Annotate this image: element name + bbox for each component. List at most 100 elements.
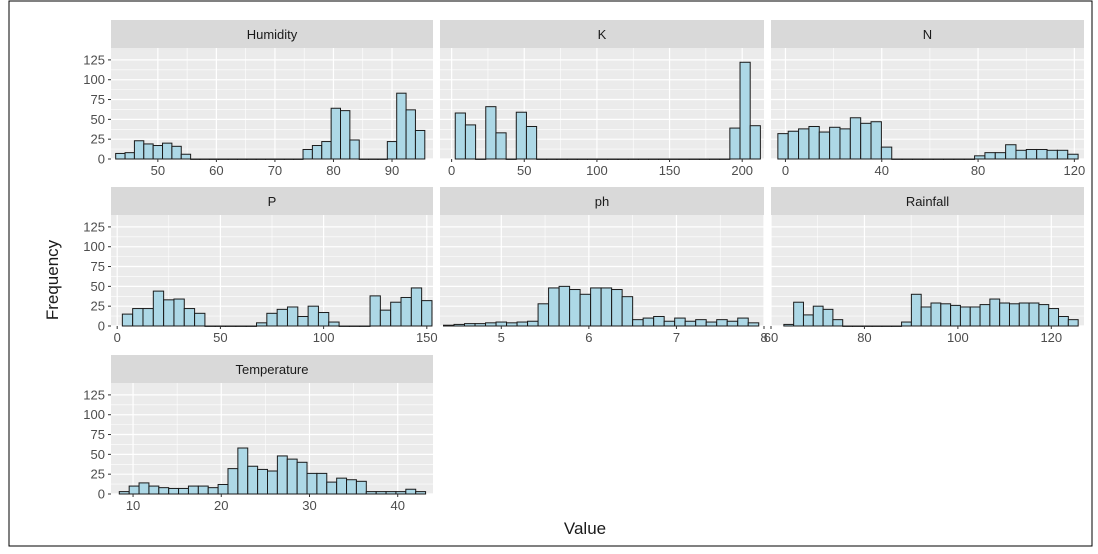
- histogram-bar: [337, 478, 347, 494]
- histogram-bar: [730, 128, 740, 159]
- histogram-bar: [406, 489, 416, 494]
- histogram-bar: [1009, 304, 1019, 326]
- y-tick-label: 125: [83, 219, 105, 234]
- histogram-bar: [356, 481, 366, 494]
- histogram-bar: [902, 322, 912, 326]
- histogram-bar: [911, 294, 921, 326]
- histogram-bar: [188, 486, 198, 494]
- histogram-bar: [133, 309, 143, 326]
- y-tick-label: 100: [83, 239, 105, 254]
- histogram-bar: [307, 473, 317, 494]
- histogram-bar: [985, 153, 995, 159]
- histogram-bar: [580, 294, 591, 326]
- histogram-bar: [380, 310, 390, 326]
- histogram-bar: [1068, 320, 1078, 326]
- histogram-bar: [549, 288, 560, 326]
- histogram-bar: [1000, 303, 1010, 326]
- strip-title-humidity: Humidity: [247, 27, 298, 42]
- histogram-bar: [788, 131, 798, 159]
- histogram-bar: [1016, 150, 1026, 159]
- y-tick-label: 50: [91, 279, 105, 294]
- histogram-bar: [1059, 316, 1069, 326]
- histogram-bar: [340, 111, 349, 159]
- histogram-bar: [391, 302, 401, 326]
- histogram-bar: [1029, 303, 1039, 326]
- histogram-bar: [486, 323, 497, 326]
- x-tick-label: 100: [947, 330, 969, 345]
- histogram-bar: [396, 492, 406, 494]
- x-tick-label: 80: [326, 163, 340, 178]
- histogram-bar: [980, 305, 990, 326]
- x-tick-label: 50: [151, 163, 165, 178]
- x-tick-label: 7: [673, 330, 680, 345]
- x-tick-label: 120: [1064, 163, 1086, 178]
- histogram-bar: [517, 322, 528, 326]
- histogram-bar: [303, 149, 312, 159]
- strip-title-k: K: [598, 27, 607, 42]
- histogram-bar: [411, 288, 421, 326]
- histogram-bar: [643, 318, 654, 326]
- histogram-bar: [195, 313, 205, 326]
- strip-title-ph: ph: [595, 194, 609, 209]
- y-tick-label: 25: [91, 299, 105, 314]
- histogram-bar: [809, 126, 819, 159]
- histogram-bar: [931, 303, 941, 326]
- x-tick-label: 6: [585, 330, 592, 345]
- histogram-bar: [975, 156, 985, 159]
- histogram-bar: [1006, 145, 1016, 159]
- strip-title-rainfall: Rainfall: [906, 194, 949, 209]
- y-tick-label: 50: [91, 447, 105, 462]
- histogram-bar: [1049, 309, 1059, 326]
- histogram-bar: [538, 304, 549, 326]
- histogram-bar: [799, 129, 809, 159]
- histogram-bar: [238, 448, 248, 494]
- histogram-bar: [1019, 303, 1029, 326]
- y-tick-label: 25: [91, 132, 105, 147]
- histogram-bar: [298, 316, 308, 326]
- x-tick-label: 50: [517, 163, 531, 178]
- panel-background-humidity: [111, 48, 433, 159]
- histogram-bar: [287, 459, 297, 494]
- y-tick-label: 50: [91, 112, 105, 127]
- histogram-bar: [163, 143, 172, 159]
- histogram-bar: [174, 299, 184, 326]
- histogram-bar: [401, 297, 411, 326]
- histogram-bar: [738, 318, 749, 326]
- strip-title-p: P: [268, 194, 277, 209]
- histogram-bar: [1039, 305, 1049, 326]
- y-tick-label: 125: [83, 387, 105, 402]
- histogram-bar: [951, 305, 961, 326]
- histogram-bar: [1026, 149, 1036, 159]
- histogram-bar: [803, 315, 813, 326]
- histogram-bar: [664, 321, 675, 326]
- x-tick-label: 150: [416, 330, 438, 345]
- x-tick-label: 30: [302, 498, 316, 513]
- histogram-bar: [386, 492, 396, 494]
- histogram-bar: [153, 146, 162, 159]
- x-tick-label: 100: [313, 330, 335, 345]
- histogram-bar: [327, 482, 337, 494]
- histogram-bar: [881, 147, 891, 159]
- histogram-bar: [153, 291, 163, 326]
- x-tick-label: 120: [1040, 330, 1062, 345]
- histogram-bar: [125, 153, 134, 159]
- histogram-bar: [347, 480, 357, 494]
- histogram-bar: [119, 492, 129, 494]
- x-tick-label: 150: [659, 163, 681, 178]
- histogram-bar: [559, 286, 570, 326]
- histogram-bar: [496, 322, 507, 326]
- x-tick-label: 90: [385, 163, 399, 178]
- histogram-bar: [122, 314, 132, 326]
- y-tick-label: 125: [83, 52, 105, 67]
- histogram-bar: [784, 324, 794, 326]
- x-axis-label: Value: [564, 519, 606, 538]
- histogram-bar: [406, 110, 415, 159]
- histogram-bar: [840, 129, 850, 159]
- histogram-bar: [990, 299, 1000, 326]
- histogram-bar: [329, 322, 339, 326]
- histogram-bar: [830, 127, 840, 159]
